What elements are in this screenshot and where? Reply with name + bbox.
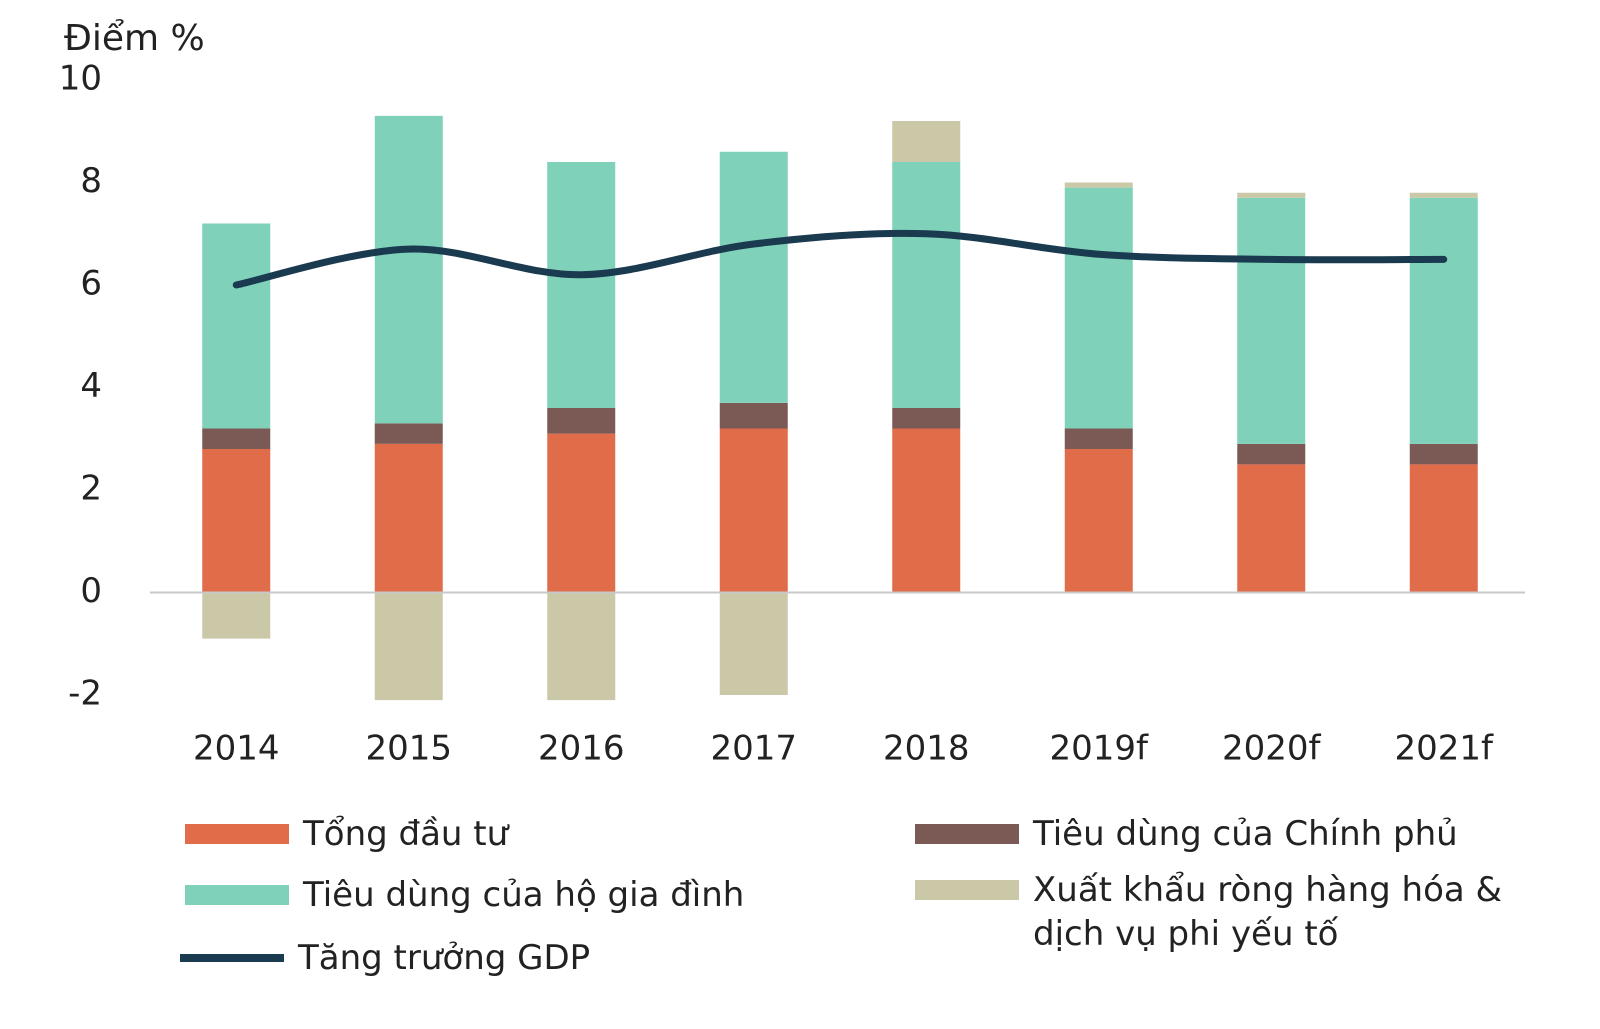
bar-segment [1064, 182, 1133, 188]
legend-label: Xuất khẩu ròng hàng hóa & dịch vụ phi yế… [1033, 870, 1503, 954]
bar-segment [892, 121, 961, 162]
y-tick-label: 2 [80, 469, 102, 509]
y-axis-label: Điểm % [64, 18, 205, 59]
bar-segment [374, 115, 443, 424]
bar-segment [1237, 443, 1306, 465]
bar-segment [1237, 197, 1306, 444]
legend-label: Tiêu dùng của hộ gia đình [303, 875, 745, 915]
x-tick-label: 2015 [365, 729, 452, 769]
bar-segment [1409, 464, 1478, 593]
y-tick-label: 10 [59, 59, 102, 99]
line-series [232, 229, 1448, 289]
bar-segment [892, 408, 961, 429]
bar-segment [202, 223, 271, 429]
x-tick-label: 2016 [538, 729, 625, 769]
legend-swatch [915, 880, 1019, 900]
legend-swatch [185, 824, 289, 844]
legend-label: Tiêu dùng của Chính phủ [1033, 814, 1458, 854]
x-tick-label: 2014 [193, 729, 280, 769]
y-tick-label: 8 [80, 161, 102, 201]
y-tick-label: 6 [80, 264, 102, 304]
bar-segment [719, 151, 788, 403]
bar-segment [1064, 187, 1133, 429]
bar-segment [1237, 192, 1306, 198]
bar-segment [374, 423, 443, 444]
legend-item: Xuất khẩu ròng hàng hóa & dịch vụ phi yế… [915, 868, 1553, 956]
bar-segment [547, 592, 616, 701]
bar-segment [892, 162, 961, 408]
bar-segment [202, 592, 271, 639]
legend-item: Tăng trưởng GDP [180, 936, 818, 980]
x-tick-label: 2020f [1222, 729, 1322, 769]
y-tick-label: -2 [68, 674, 102, 714]
bar-segment [202, 449, 271, 593]
bar-segment [1237, 464, 1306, 593]
bar-segment [1409, 197, 1478, 444]
bar-segment [374, 443, 443, 593]
bar-segment [719, 592, 788, 695]
legend-swatch [180, 954, 284, 962]
x-tick-label: 2021f [1395, 729, 1495, 769]
bar-segment [1064, 449, 1133, 593]
legend-item: Tổng đầu tư [185, 812, 823, 856]
bar-segment [1409, 192, 1478, 198]
legend-swatch [915, 824, 1019, 844]
x-tick-label: 2017 [710, 729, 797, 769]
bar-segment [374, 592, 443, 701]
legend-item: Tiêu dùng của Chính phủ [915, 812, 1553, 856]
bar-segment [547, 408, 616, 434]
legend-label: Tăng trưởng GDP [298, 938, 591, 978]
x-tick-label: 2019f [1050, 729, 1150, 769]
bar-segment [547, 162, 616, 408]
bar-segment [202, 428, 271, 449]
bar-segment [719, 402, 788, 429]
y-tick-label: 0 [80, 571, 102, 611]
bar-segment [719, 428, 788, 593]
legend-swatch [185, 885, 289, 905]
bar-segment [547, 433, 616, 593]
legend-label: Tổng đầu tư [303, 814, 509, 854]
legend-item: Tiêu dùng của hộ gia đình [185, 873, 823, 917]
bar-segment [1409, 443, 1478, 465]
y-tick-label: 4 [80, 366, 102, 406]
bar-segment [892, 428, 961, 593]
bar-segment [1064, 428, 1133, 449]
x-tick-label: 2018 [883, 729, 970, 769]
